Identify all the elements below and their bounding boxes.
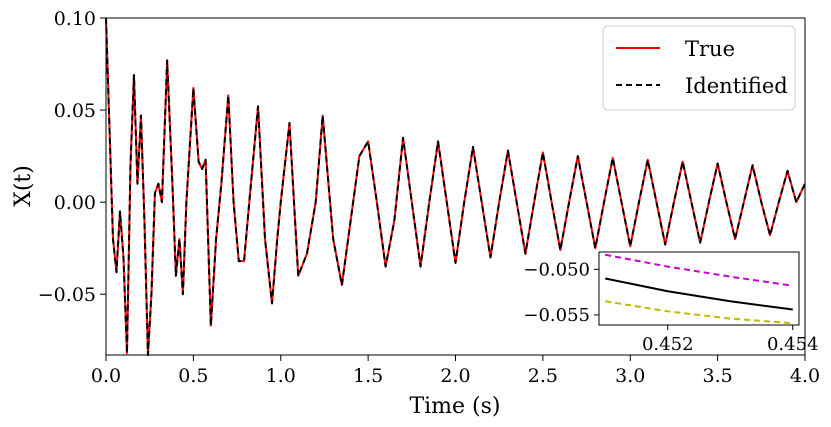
- legend: True Identified: [602, 25, 796, 111]
- y-tick-label: 0.00: [54, 192, 96, 214]
- inset-mean-line: [605, 277, 793, 311]
- x-tick-label: 3.0: [615, 365, 645, 387]
- inset-y-ticks: −0.050 −0.055: [523, 259, 599, 326]
- y-tick-label: 0.05: [54, 100, 96, 122]
- x-tick-label: 2.0: [440, 365, 470, 387]
- x-axis-label: Time (s): [409, 394, 500, 419]
- x-tick-label: 1.5: [353, 365, 383, 387]
- y-tick-label: −0.05: [38, 284, 96, 306]
- x-ticks: 0.0 0.5 1.0 1.5 2.0 2.5 3.0 3.5 4.0: [91, 355, 820, 387]
- inset-plot: 0.452 0.454 −0.050 −0.055: [523, 251, 819, 355]
- inset-y-tick-label: −0.055: [523, 305, 590, 326]
- inset-background: [599, 252, 799, 325]
- legend-identified-label: Identified: [685, 74, 788, 98]
- x-tick-label: 2.5: [528, 365, 558, 387]
- x-tick-label: 1.0: [266, 365, 296, 387]
- inset-x-tick-label: 0.452: [642, 334, 694, 355]
- main-plot: 0.0 0.5 1.0 1.5 2.0 2.5 3.0 3.5 4.0 −0.05 0.00 0.0…: [11, 8, 820, 419]
- x-tick-label: 4.0: [790, 365, 820, 387]
- x-tick-label: 3.5: [703, 365, 733, 387]
- inset-series-group: [605, 253, 793, 325]
- y-axis-label: X(t): [11, 165, 36, 207]
- inset-frame: [598, 251, 800, 326]
- legend-true-label: True: [685, 37, 735, 61]
- inset-x-tick-label: 0.454: [767, 334, 819, 355]
- inset-lower-bound-line: [605, 300, 793, 325]
- series-identified-line: [105, 17, 806, 356]
- inset-y-tick-label: −0.050: [523, 259, 590, 280]
- y-tick-label: 0.10: [54, 8, 96, 30]
- y-ticks: −0.05 0.00 0.05 0.10: [38, 8, 106, 306]
- x-tick-label: 0.5: [178, 365, 208, 387]
- inset-upper-bound-line: [605, 253, 793, 287]
- inset-x-ticks: 0.452 0.454: [642, 325, 819, 355]
- main-series-group: [105, 17, 806, 356]
- x-tick-label: 0.0: [91, 365, 121, 387]
